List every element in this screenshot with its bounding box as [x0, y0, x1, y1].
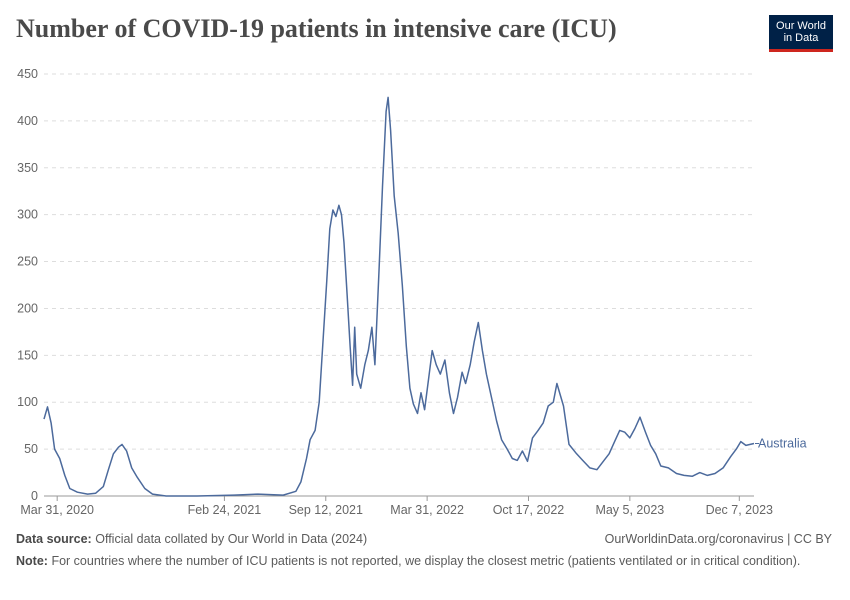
- chart-note: Note: For countries where the number of …: [16, 554, 826, 569]
- line-chart: 0 50 100 150 200 250 300 350 400 450 Mar 31, 2020…: [17, 67, 807, 517]
- x-tick-label: Mar 31, 2020: [20, 503, 94, 517]
- y-tick-label: 400: [17, 114, 38, 128]
- x-axis: Mar 31, 2020 Feb 24, 2021 Sep 12, 2021 Mar …: [20, 495, 773, 517]
- x-tick-label: Sep 12, 2021: [289, 503, 363, 517]
- x-tick-label: Oct 17, 2022: [493, 503, 565, 517]
- y-tick-label: 350: [17, 161, 38, 175]
- y-tick-label: 0: [31, 489, 38, 503]
- logo-line-1: Our World: [776, 20, 826, 32]
- x-tick-label: Mar 31, 2022: [390, 503, 464, 517]
- owid-logo[interactable]: Our World in Data: [769, 15, 833, 52]
- x-tick-label: May 5, 2023: [595, 503, 664, 517]
- note-label: Note:: [16, 554, 48, 568]
- x-tick-label: Dec 7, 2023: [706, 503, 773, 517]
- gridlines: [44, 73, 754, 450]
- y-tick-label: 250: [17, 255, 38, 269]
- y-tick-label: 450: [17, 67, 38, 81]
- x-tick-label: Feb 24, 2021: [188, 503, 262, 517]
- y-tick-label: 200: [17, 301, 38, 315]
- y-tick-label: 100: [17, 395, 38, 409]
- logo-line-2: in Data: [783, 32, 819, 44]
- data-source: Data source: Official data collated by O…: [16, 532, 367, 546]
- data-source-text: Official data collated by Our World in D…: [95, 532, 368, 546]
- note-text: For countries where the number of ICU pa…: [51, 554, 801, 568]
- series-label: Australia: [758, 436, 807, 450]
- y-axis-ticks: 0 50 100 150 200 250 300 350 400 450: [17, 67, 38, 503]
- data-source-label: Data source:: [16, 532, 92, 546]
- credit-link[interactable]: OurWorldinData.org/coronavirus | CC BY: [604, 532, 832, 546]
- y-tick-label: 50: [24, 442, 38, 456]
- y-tick-label: 150: [17, 348, 38, 362]
- y-tick-label: 300: [17, 208, 38, 222]
- chart-title: Number of COVID-19 patients in intensive…: [16, 14, 617, 43]
- series-lines: Australia: [43, 96, 807, 497]
- series-line-australia: [43, 96, 755, 497]
